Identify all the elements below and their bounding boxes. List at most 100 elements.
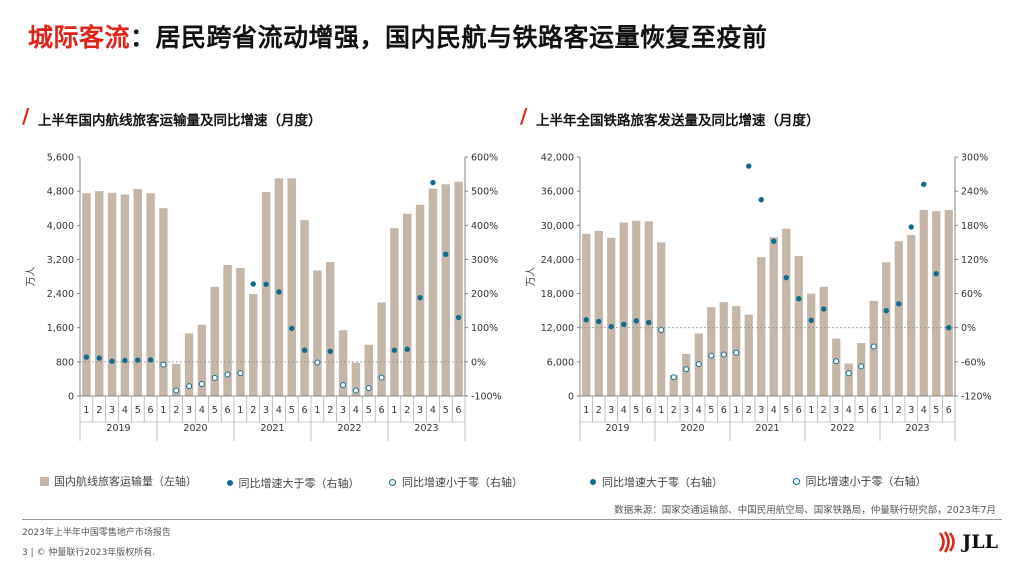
legend-item-dot: 同比增速大于零（右轴）	[226, 475, 360, 491]
bar	[894, 241, 903, 396]
growth-dot-positive	[147, 357, 154, 363]
growth-dot-positive	[263, 281, 269, 288]
month-label: 4	[353, 405, 359, 416]
legend-label: 同比增速小于零（右轴）	[402, 476, 523, 489]
legend-item-ring: 同比增速小于零（右轴）	[389, 474, 523, 490]
bar	[644, 221, 653, 396]
growth-dot-negative	[314, 359, 321, 366]
bar	[236, 267, 245, 396]
growth-dot-negative	[224, 371, 231, 378]
month-label: 4	[696, 405, 702, 416]
y-tick-label: 1,600	[47, 323, 74, 334]
bar	[657, 242, 666, 396]
growth-dot-negative	[160, 361, 167, 368]
month-label: 1	[583, 405, 589, 416]
y2-tick-label: 100%	[471, 323, 498, 334]
bar	[82, 193, 91, 396]
month-label: 6	[796, 405, 802, 416]
growth-dot-negative	[733, 349, 740, 356]
growth-dot-positive	[746, 163, 752, 169]
month-label: 4	[846, 405, 852, 416]
growth-dot-negative	[858, 363, 865, 370]
growth-dot-negative	[198, 381, 205, 388]
bar	[300, 220, 309, 396]
month-label: 1	[83, 405, 89, 416]
page-title-accent: 城际客流	[28, 23, 131, 52]
bar	[120, 194, 130, 396]
month-label: 2	[327, 405, 333, 416]
bar	[944, 209, 953, 396]
month-label: 5	[708, 405, 714, 416]
month-label: 2	[821, 405, 827, 416]
bar	[441, 184, 450, 396]
growth-dot-positive	[771, 238, 777, 244]
growth-dot-positive	[596, 318, 602, 325]
y-tick-label: 18,000	[541, 289, 574, 300]
bar	[415, 204, 425, 396]
bar	[632, 220, 641, 396]
month-label: 6	[302, 405, 308, 416]
data-source: 数据来源：国家交通运输部、中国民用航空局、国家铁路局，仲量联行研究部，2023年…	[614, 505, 996, 516]
growth-dot-negative	[237, 370, 244, 377]
legend-item-dot: 同比增速大于零（右轴）	[590, 474, 723, 490]
growth-dot-negative	[173, 387, 180, 394]
airline-chart: 0 800 1,600 2,400 3,200 4,000 4,800 5,600 -100% 0…	[25, 153, 502, 441]
y-tick-label: 2,400	[47, 289, 74, 300]
growth-dot-positive	[250, 281, 256, 287]
bar	[107, 192, 117, 396]
bar	[707, 307, 716, 396]
year-label: 2019	[605, 423, 629, 434]
bar	[782, 228, 791, 396]
year-label: 2023	[414, 423, 438, 434]
legend-swatch-bar	[40, 476, 49, 486]
bar	[313, 270, 322, 396]
month-label: 3	[186, 405, 192, 416]
y2-tick-label: 600%	[471, 153, 498, 164]
growth-dot-positive	[946, 325, 952, 331]
y2-tick-label: 0%	[471, 357, 486, 368]
y2-tick-label: 180%	[961, 221, 988, 232]
bar	[607, 237, 616, 396]
month-label: 1	[160, 405, 166, 416]
month-label: 1	[733, 405, 739, 416]
legend-item-bar: 国内航线旅客运输量（左轴）	[40, 473, 197, 489]
bar	[907, 234, 916, 396]
month-label: 4	[276, 405, 282, 416]
year-label: 2022	[830, 423, 854, 434]
month-label: 2	[671, 405, 677, 416]
bar	[338, 330, 348, 396]
slash-marker: /	[520, 104, 528, 128]
bar	[582, 233, 591, 396]
growth-dot-positive	[327, 348, 333, 354]
year-label: 2021	[755, 423, 779, 434]
growth-dot-positive	[583, 317, 589, 323]
growth-dot-positive	[921, 181, 927, 188]
month-label: 5	[933, 405, 939, 416]
month-label: 5	[858, 405, 864, 416]
jll-logo-icon	[939, 531, 956, 553]
growth-dot-positive	[455, 314, 462, 321]
growth-dot-positive	[122, 357, 128, 364]
growth-dot-positive	[758, 196, 764, 203]
month-label: 6	[646, 405, 652, 416]
y2-tick-label: 60%	[961, 289, 982, 300]
bar	[857, 343, 866, 396]
month-label: 1	[391, 405, 397, 416]
bar	[210, 286, 219, 396]
y2-tick-label: 300%	[471, 255, 498, 266]
month-label: 2	[896, 405, 902, 416]
month-label: 3	[683, 405, 689, 416]
y2-tick-label: -60%	[961, 357, 986, 368]
growth-dot-positive	[783, 274, 789, 281]
growth-dot-negative	[365, 385, 372, 392]
legend-label: 同比增速大于零（右轴）	[602, 475, 723, 489]
growth-dot-positive	[808, 317, 814, 324]
month-label: 5	[289, 405, 295, 416]
legend-label: 同比增速大于零（右轴）	[238, 476, 360, 490]
month-label: 3	[340, 405, 346, 416]
bar	[377, 302, 386, 396]
month-label: 3	[908, 405, 914, 416]
bar	[274, 178, 284, 396]
y-tick-label: 42,000	[541, 153, 574, 164]
month-label: 4	[921, 405, 927, 416]
